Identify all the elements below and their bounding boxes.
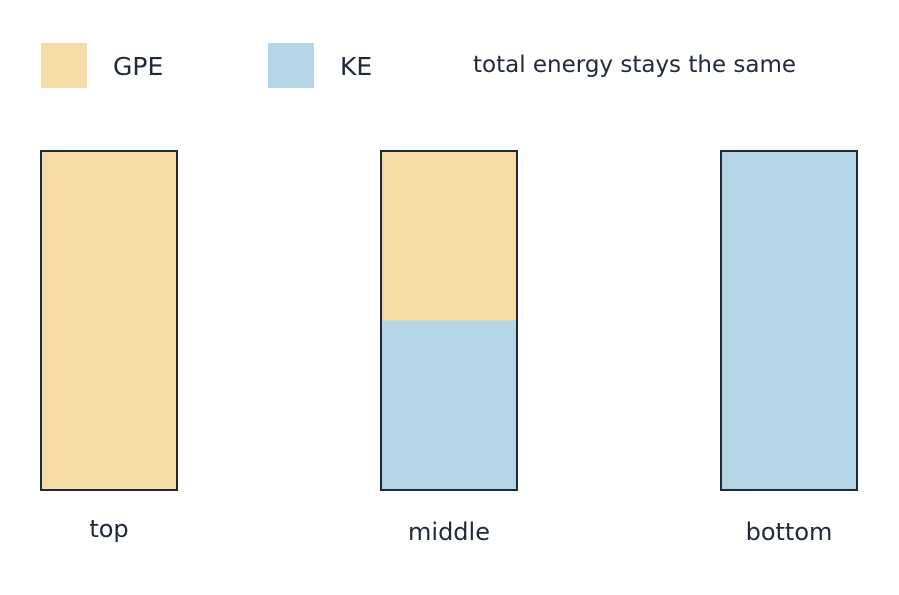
category-labels: top middle bottom <box>89 515 832 546</box>
bar-segment-gpe-middle <box>381 151 517 321</box>
legend-swatch-gpe <box>41 43 87 88</box>
legend-label-gpe: GPE <box>113 52 163 81</box>
category-label-middle: middle <box>408 518 490 546</box>
bar-segment-ke-middle <box>381 320 517 490</box>
category-label-bottom: bottom <box>746 518 833 546</box>
legend: GPE KE total energy stays the same <box>41 43 796 88</box>
bar-outline-middle <box>380 150 518 491</box>
category-label-top: top <box>89 515 128 543</box>
legend-label-ke: KE <box>340 52 372 81</box>
bar-segment-ke-bottom <box>721 151 857 490</box>
legend-note: total energy stays the same <box>473 52 796 78</box>
bar-outline-top <box>40 150 178 491</box>
legend-swatch-ke <box>268 43 314 88</box>
bar-segment-gpe-top <box>41 151 177 490</box>
bar-outline-bottom <box>720 150 858 491</box>
bars-group <box>40 150 858 491</box>
